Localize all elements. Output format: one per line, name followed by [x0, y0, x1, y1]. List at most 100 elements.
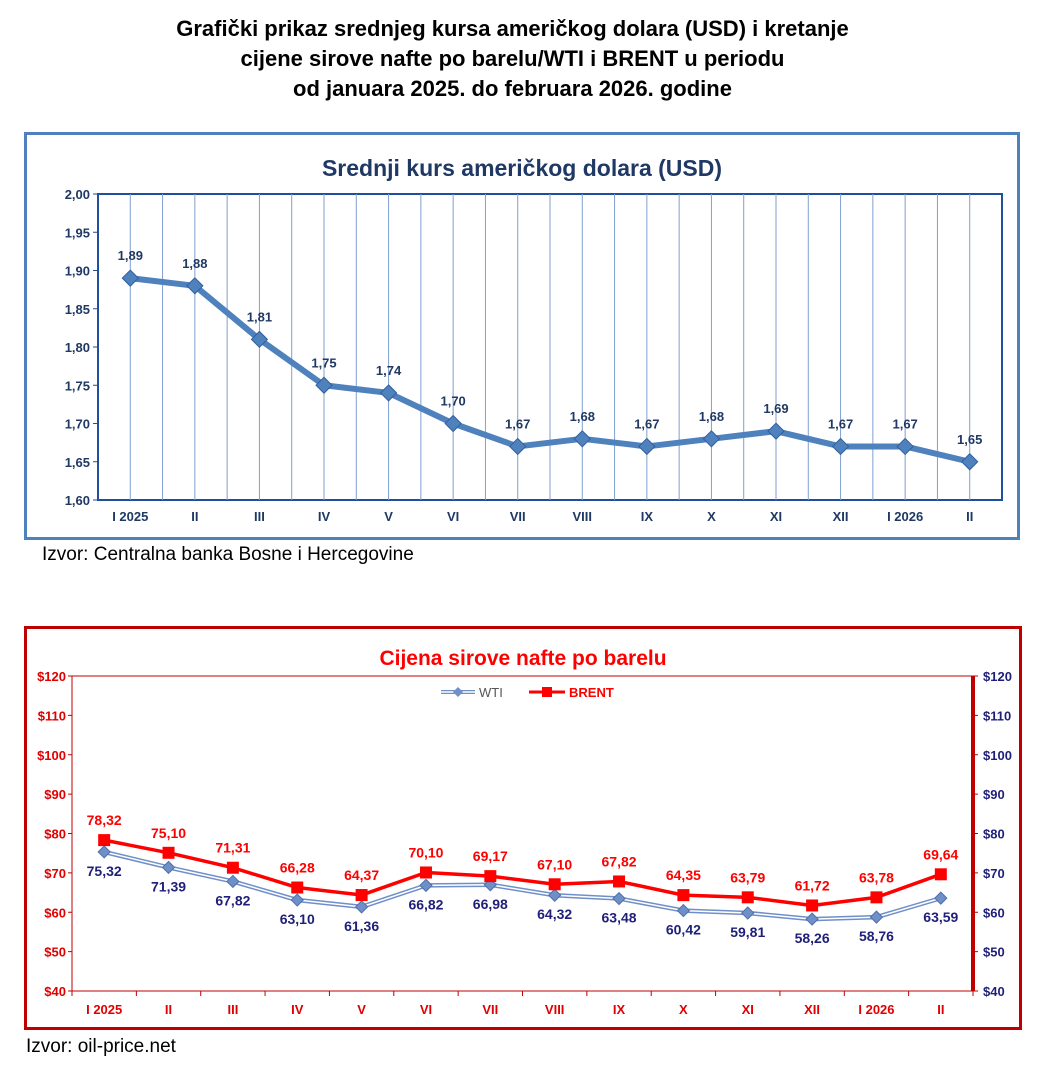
usd-data-label: 1,65: [957, 432, 982, 447]
oil-y-tick-label-left: $120: [37, 669, 66, 684]
oil-brent-point: [934, 868, 947, 881]
oil-brent-data-label: 64,35: [666, 867, 701, 883]
oil-y-tick-label-left: $90: [44, 787, 66, 802]
oil-x-tick-label: X: [679, 1002, 688, 1017]
oil-brent-line: [103, 838, 942, 908]
oil-legend-brent-marker: [542, 687, 552, 697]
usd-data-point: [444, 414, 462, 433]
oil-x-tick-label: II: [937, 1002, 944, 1017]
usd-data-point: [961, 453, 979, 471]
usd-x-tick-label: II: [191, 509, 198, 524]
oil-wti-data-label: 60,42: [666, 922, 701, 938]
page-title-line-3: od januara 2025. do februara 2026. godin…: [293, 76, 732, 101]
oil-x-tick-label: IV: [291, 1002, 304, 1017]
usd-x-tick-label: X: [707, 509, 716, 524]
usd-data-label: 1,70: [440, 394, 465, 409]
oil-x-tick-label: I 2026: [858, 1002, 894, 1017]
oil-wti-point: [354, 900, 369, 914]
usd-data-point: [831, 437, 850, 456]
oil-y-tick-label-left: $70: [44, 866, 66, 881]
usd-data-point: [186, 277, 204, 295]
oil-brent-data-label: 61,72: [795, 877, 830, 893]
oil-y-tick-label-left: $40: [44, 984, 66, 999]
usd-data-label: 1,67: [634, 416, 659, 431]
oil-wti-point: [547, 888, 562, 902]
usd-x-tick-label: VI: [447, 509, 459, 524]
oil-wti-point: [97, 845, 111, 859]
usd-data-label: 1,68: [570, 409, 595, 424]
oil-x-tick-label: VIII: [545, 1002, 565, 1017]
usd-data-point: [121, 269, 139, 287]
oil-y-tick-label-right: $110: [983, 708, 1011, 723]
usd-x-tick-label: V: [384, 509, 393, 524]
oil-brent-data-label: 64,37: [344, 867, 379, 883]
oil-chart-panel: Cijena sirove nafte po barelu $40 $40 $50 $5…: [24, 626, 1022, 1030]
oil-x-tick-label: III: [227, 1002, 238, 1017]
oil-y-tick-label-left: $110: [38, 708, 66, 723]
usd-data-point: [767, 422, 785, 440]
usd-y-tick-label: 1,95: [65, 225, 90, 240]
usd-chart: Srednji kurs američkog dolara (USD) 1,60 1…: [65, 155, 1003, 524]
oil-wti-point: [934, 891, 948, 905]
usd-y-tick-label: 1,80: [65, 340, 90, 355]
oil-brent-point: [741, 891, 754, 904]
oil-brent-point: [870, 891, 883, 904]
oil-wti-data-label: 66,82: [408, 896, 443, 912]
oil-wti-point: [805, 912, 819, 926]
oil-wti-data-label: 58,26: [795, 930, 830, 946]
oil-y-tick-label-left: $60: [44, 905, 66, 920]
oil-wti-data-label: 59,81: [730, 924, 765, 940]
oil-wti-point: [741, 906, 755, 920]
usd-x-tick-label: VII: [510, 509, 526, 524]
oil-brent-point: [548, 878, 561, 891]
oil-y-tick-label-right: $60: [983, 905, 1005, 920]
oil-y-tick-label-right: $100: [983, 748, 1012, 763]
oil-brent-data-label: 69,17: [473, 848, 508, 864]
oil-x-tick-label: XI: [742, 1002, 754, 1017]
usd-series-line: [129, 275, 971, 465]
oil-brent-data-label: 63,78: [859, 869, 894, 885]
oil-wti-data-label: 75,32: [87, 863, 122, 879]
oil-chart: Cijena sirove nafte po barelu $40 $40 $50 $5…: [37, 647, 1012, 1017]
oil-x-tick-label: V: [357, 1002, 366, 1017]
usd-data-point: [315, 376, 333, 394]
usd-x-tick-label: IV: [318, 509, 331, 524]
oil-wti-line-inner: [104, 851, 942, 920]
oil-plot-area: [71, 675, 974, 992]
oil-y-tick-label-right: $80: [983, 827, 1005, 842]
oil-y-tick-label-right: $90: [983, 787, 1005, 802]
oil-wti-point: [612, 891, 626, 906]
oil-brent-point: [98, 834, 111, 847]
oil-wti-data-label: 63,10: [280, 911, 315, 927]
page-title-line-2: cijene sirove nafte po barelu/WTI i BREN…: [240, 46, 785, 71]
usd-x-tick-label: I 2026: [887, 509, 923, 524]
oil-y-tick-label-left: $80: [44, 827, 66, 842]
oil-y-tick-label-left: $100: [37, 748, 66, 763]
oil-brent-data-label: 78,32: [87, 812, 122, 828]
usd-data-label: 1,69: [763, 401, 788, 416]
usd-x-tick-label: IX: [641, 509, 654, 524]
usd-y-tick-label: 1,75: [65, 378, 90, 393]
oil-x-tick-label: II: [165, 1002, 172, 1017]
usd-data-label: 1,67: [892, 416, 917, 431]
usd-data-label: 1,67: [828, 416, 853, 431]
oil-x-tick-label: VII: [482, 1002, 498, 1017]
usd-x-tick-label: XI: [770, 509, 782, 524]
oil-x-tick-label: XII: [804, 1002, 820, 1017]
usd-data-point: [573, 430, 591, 448]
usd-x-tick-label: II: [966, 509, 973, 524]
oil-x-tick-label: VI: [420, 1002, 432, 1017]
usd-y-tick-label: 2,00: [65, 187, 90, 202]
usd-x-tick-label: XII: [833, 509, 849, 524]
usd-data-label: 1,68: [699, 409, 724, 424]
usd-data-label: 1,88: [182, 256, 207, 271]
oil-wti-data-label: 66,98: [473, 896, 508, 912]
usd-data-label: 1,75: [311, 355, 336, 370]
oil-brent-point: [226, 861, 239, 874]
usd-data-label: 1,81: [247, 309, 272, 324]
usd-data-label: 1,89: [118, 248, 143, 263]
oil-brent-point: [162, 846, 175, 859]
oil-brent-data-label: 67,82: [602, 853, 637, 869]
usd-y-tick-label: 1,60: [65, 493, 90, 508]
usd-chart-title: Srednji kurs američkog dolara (USD): [322, 155, 722, 181]
